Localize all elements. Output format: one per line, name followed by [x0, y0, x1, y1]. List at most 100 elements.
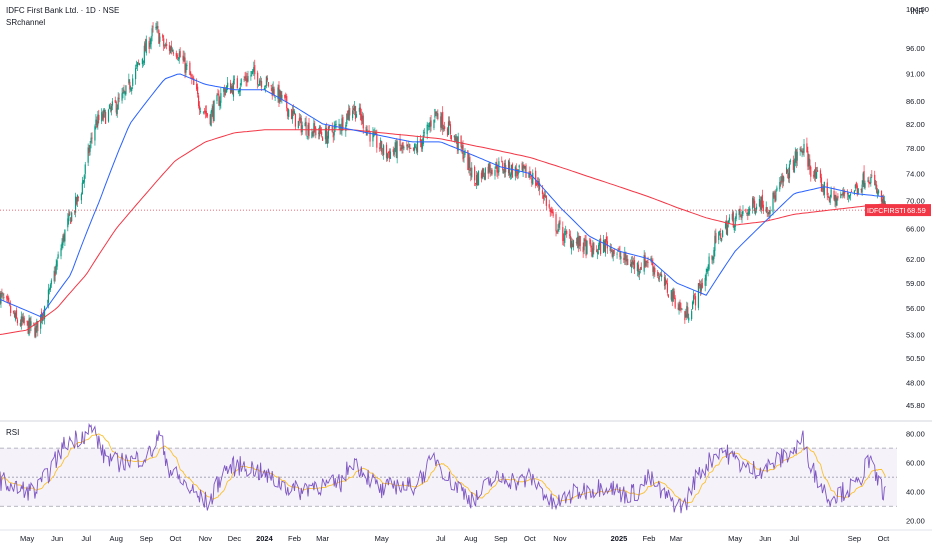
candle-body: [483, 176, 485, 180]
candle-body: [12, 310, 15, 313]
currency-label: INR: [910, 7, 924, 16]
candle-body: [447, 121, 450, 135]
candle-body: [706, 268, 708, 273]
candle-body: [570, 240, 573, 250]
candle-body: [773, 192, 775, 198]
candle-body: [742, 210, 744, 214]
candle-body: [267, 82, 269, 87]
candle-body: [387, 151, 390, 154]
candle-body: [401, 144, 403, 150]
candle-body: [657, 271, 659, 277]
candle-body: [514, 166, 516, 177]
candle-body: [304, 122, 306, 127]
candle-body: [429, 122, 431, 128]
candle-body: [122, 91, 124, 94]
candle-body: [779, 182, 781, 190]
candle-body: [624, 252, 626, 260]
candle-body: [128, 79, 130, 84]
candle-body: [110, 105, 112, 112]
candle-body: [623, 257, 625, 261]
candle-body: [15, 310, 18, 319]
rsi-pane-title: RSI: [6, 428, 20, 437]
candle-body: [349, 107, 351, 116]
candle-body: [95, 119, 97, 125]
candle-body: [799, 148, 801, 150]
candle-body: [108, 104, 111, 109]
candle-body: [673, 291, 675, 299]
candle-body: [163, 38, 165, 47]
candle-body: [254, 65, 256, 75]
candle-body: [252, 69, 254, 71]
candle-body: [197, 95, 200, 107]
candle-body: [444, 126, 446, 129]
candle-body: [562, 227, 564, 242]
candle-body: [677, 307, 679, 309]
candle-body: [186, 65, 188, 67]
candle-body: [14, 312, 17, 320]
candle-body: [266, 77, 268, 81]
candle-body: [36, 320, 38, 328]
candle-body: [475, 175, 478, 185]
candle-body: [271, 87, 273, 96]
candle-body: [84, 164, 86, 174]
candle-body: [707, 268, 709, 272]
candle-body: [91, 137, 93, 139]
candle-body: [481, 169, 484, 178]
candle-body: [389, 151, 391, 159]
candle-body: [141, 58, 143, 65]
candle-body: [217, 93, 219, 96]
candle-body: [755, 206, 758, 210]
candle-body: [699, 284, 701, 293]
candle-body: [846, 192, 849, 195]
candle-body: [711, 255, 713, 260]
candle-body: [365, 127, 367, 133]
candle-body: [175, 52, 177, 57]
candle-body: [151, 28, 153, 37]
candle-body: [103, 110, 105, 118]
candle-body: [292, 109, 295, 114]
candle-body: [640, 267, 642, 270]
candle-body: [148, 41, 150, 49]
candle-body: [541, 190, 544, 195]
candle-body: [833, 190, 835, 200]
candle-body: [583, 238, 585, 251]
candle-body: [545, 196, 547, 206]
candle-body: [476, 173, 479, 186]
candle-body: [496, 163, 498, 173]
candle-body: [687, 307, 689, 319]
candle-body: [589, 238, 591, 244]
candle-body: [294, 113, 297, 127]
candle-body: [667, 294, 669, 298]
candle-body: [426, 124, 428, 135]
candle-body: [131, 87, 133, 91]
candle-body: [257, 72, 259, 85]
candle-body: [836, 198, 838, 206]
candle-body: [361, 115, 363, 120]
candle-body: [488, 162, 490, 173]
candle-body: [652, 262, 654, 272]
candle-body: [264, 86, 267, 87]
candle-body: [448, 120, 451, 126]
candle-body: [557, 228, 559, 232]
candle-body: [168, 45, 171, 51]
candle-body: [75, 197, 78, 205]
price-axis-tick-label: 74.00: [906, 169, 925, 178]
candle-body: [848, 195, 851, 198]
candle-body: [227, 82, 229, 87]
price-axis-tick-label: 91.00: [906, 70, 925, 79]
candle-body: [470, 173, 472, 176]
last-price-tag-label: 68.59: [907, 206, 926, 215]
candle-body: [372, 132, 374, 142]
candle-body: [238, 90, 240, 93]
candle-body: [435, 111, 437, 114]
candle-body: [96, 121, 98, 128]
candle-body: [455, 136, 457, 142]
candle-body: [33, 322, 35, 325]
candle-body: [116, 107, 118, 115]
candle-body: [579, 236, 581, 247]
candle-body: [226, 86, 228, 93]
candle-body: [83, 175, 85, 183]
candle-body: [20, 316, 22, 326]
candle-body: [474, 166, 476, 181]
